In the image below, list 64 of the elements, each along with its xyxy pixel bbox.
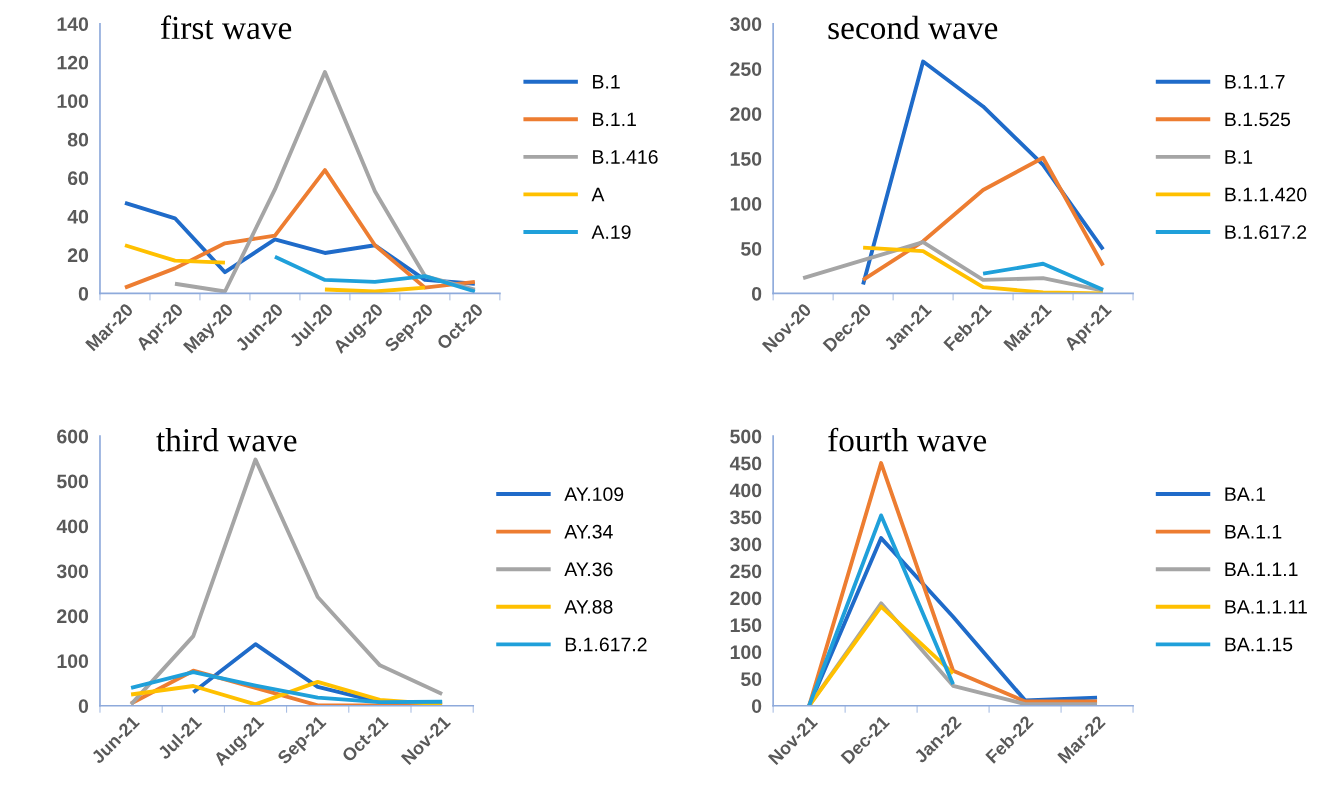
line-series	[129, 457, 445, 706]
legend-label: BA.1.15	[1225, 637, 1293, 652]
legend-label: AY.88	[564, 599, 613, 614]
y-tick-label: 200	[730, 107, 762, 121]
y-tick-label: 400	[56, 519, 89, 534]
y-tick-label: 80	[67, 132, 89, 147]
y-tick-label: 40	[67, 209, 89, 224]
y-tick-label: 100	[730, 197, 762, 211]
line-series	[272, 254, 477, 294]
y-tick-label: 100	[57, 654, 89, 669]
line-series	[123, 168, 477, 290]
legend-label: B.1.416	[593, 150, 658, 164]
y-tick-label: 250	[730, 564, 762, 579]
line-series	[807, 461, 1100, 706]
legend-label: B.1.617.2	[1225, 225, 1307, 239]
legend-label: B.1.1	[593, 112, 636, 127]
y-tick-label: 100	[57, 94, 89, 109]
legend-label: B.1	[1225, 150, 1253, 164]
line-series	[861, 245, 1106, 294]
y-tick-label: 200	[730, 591, 762, 606]
y-tick-label: 500	[730, 429, 762, 444]
chart-title: third wave	[156, 428, 297, 452]
y-tick-label: 140	[57, 17, 89, 32]
line-series	[173, 69, 477, 294]
y-tick-label: 0	[751, 699, 762, 714]
legend-label: B.1.525	[1225, 112, 1291, 127]
y-tick-label: 100	[730, 645, 762, 660]
legend-label: A.19	[591, 225, 631, 239]
legend-label: B.1.1.7	[1225, 75, 1285, 89]
legend-label: BA.1.1.1	[1225, 562, 1298, 576]
y-tick-label: 350	[730, 510, 762, 525]
y-tick-label: 50	[741, 241, 762, 256]
line-series	[861, 155, 1106, 282]
y-tick-label: 200	[57, 609, 89, 624]
y-tick-label: 0	[78, 699, 89, 714]
y-tick-label: 0	[751, 286, 762, 301]
chart-title: second wave	[828, 15, 998, 40]
legend-label: B.1.617.2	[565, 637, 647, 652]
chart-title: first wave	[160, 15, 292, 40]
y-tick-label: 400	[729, 483, 762, 498]
chart-title: fourth wave	[828, 427, 987, 452]
legend-label: BA.1.1	[1225, 525, 1282, 539]
y-tick-label: 250	[730, 62, 762, 76]
y-tick-label: 50	[741, 672, 762, 687]
y-tick-label: 120	[57, 55, 89, 70]
legend-label: AY.34	[564, 524, 613, 539]
legend-label: B.1	[593, 75, 620, 89]
y-tick-label: 60	[67, 171, 89, 186]
y-tick-label: 20	[67, 248, 89, 263]
legend-label: AY.36	[564, 562, 613, 577]
y-tick-label: 300	[730, 537, 762, 552]
y-tick-label: 300	[56, 564, 89, 579]
y-tick-label: 600	[57, 429, 89, 444]
y-tick-label: 150	[730, 152, 762, 166]
y-tick-label: 300	[730, 17, 762, 32]
legend-label: AY.109	[564, 487, 624, 502]
legend-label: BA.1.1.11	[1225, 600, 1307, 614]
y-tick-label: 500	[57, 474, 89, 489]
legend-label: A	[591, 187, 605, 202]
y-tick-label: 150	[730, 618, 762, 633]
legend-label: BA.1	[1225, 487, 1266, 501]
legend-label: B.1.1.420	[1225, 187, 1307, 202]
y-tick-label: 0	[78, 286, 89, 301]
y-tick-label: 450	[729, 456, 762, 471]
